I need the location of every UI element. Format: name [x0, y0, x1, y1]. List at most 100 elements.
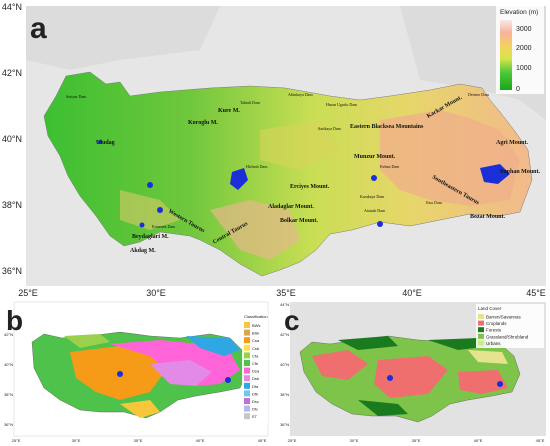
- lon-tick: 45°E: [536, 438, 545, 443]
- climate-legend-swatch: [244, 398, 250, 404]
- label-munzur: Munzur Mount.: [354, 154, 396, 160]
- label-ilisu: Ilisu Dam: [426, 200, 443, 205]
- panel-b-climate-map: b 42°N 40°N 38°N 36°N 25°E 30°E 35°E 40°…: [0, 300, 272, 446]
- elevation-colorbar: [500, 20, 512, 90]
- climate-legend-swatch: [244, 337, 250, 344]
- climate-legend-label: Dsa: [252, 369, 260, 374]
- label-tahtali: Tahtali Dam: [240, 100, 261, 105]
- label-keban: Keban Dam: [380, 164, 400, 169]
- landcover-legend-title: Land Cover: [478, 306, 502, 311]
- label-suphan: Suphan Mount.: [500, 169, 541, 175]
- climate-legend-title: Classification: [244, 314, 268, 319]
- climate-legend-swatch: [244, 413, 250, 420]
- lat-tick: 42°N: [2, 68, 22, 78]
- lon-tick: 40°E: [402, 288, 422, 298]
- lat-tick: 42°N: [4, 332, 13, 337]
- elevation-legend-tick: 0: [516, 86, 520, 93]
- elevation-legend-title: Elevation (m): [500, 9, 538, 16]
- landcover-legend-swatch: [478, 320, 484, 326]
- elevation-legend-tick: 3000: [516, 26, 532, 33]
- climate-legend-label: Dsb: [252, 376, 260, 381]
- landcover-legend-swatch: [478, 327, 484, 333]
- label-hirfanli: Hirfanli Dam: [246, 164, 268, 169]
- lake-tuz: [230, 168, 248, 190]
- climate-legend-swatch: [244, 329, 250, 336]
- label-sariyar: Sariyar Dam: [66, 94, 87, 99]
- label-ataturk: Ataturk Dam: [364, 208, 386, 213]
- lon-tick: 30°E: [146, 288, 166, 298]
- lat-tick: 40°N: [4, 362, 13, 367]
- panel-c-landcover-map: c 44°N 42°N 40°N 38°N 36°N 25°E 30°E 35°…: [278, 300, 550, 446]
- landcover-legend-label: Barren/Savannas: [486, 315, 522, 320]
- lon-tick: 35°E: [276, 288, 296, 298]
- landcover-legend-label: Croplands: [486, 321, 507, 326]
- climate-legend-label: Csb: [252, 346, 260, 351]
- lat-tick: 44°N: [280, 302, 289, 307]
- lat-tick: 38°N: [4, 392, 13, 397]
- lon-tick: 45°E: [526, 288, 546, 298]
- label-sarikaya: Sarikaya Dam: [318, 126, 342, 131]
- label-akdag: Akdag M.: [130, 248, 156, 254]
- lat-tick: 44°N: [2, 2, 22, 12]
- climate-legend-swatch: [244, 375, 250, 382]
- lat-tick: 36°N: [2, 266, 22, 276]
- label-karakaya: Karakaya Dam: [360, 194, 385, 199]
- label-uludag: Uludag: [96, 140, 115, 146]
- lon-tick: 25°E: [18, 288, 38, 298]
- lon-tick: 35°E: [412, 438, 421, 443]
- elevation-legend-tick: 2000: [516, 45, 532, 52]
- lat-tick: 42°N: [280, 332, 289, 337]
- climate-legend-swatch: [244, 360, 250, 366]
- panel-b-letter: b: [6, 305, 23, 336]
- lon-tick: 45°E: [258, 438, 267, 443]
- elevation-legend-tick: 1000: [516, 65, 532, 72]
- label-beydaglari: Beydaglari M.: [132, 234, 169, 240]
- panel-a-elevation-map: a 44°N 42°N 40°N 38°N 36°N 25°E 30°E 35°…: [1, 2, 546, 298]
- climate-legend-label: ET: [252, 414, 258, 419]
- label-bozat: Bozat Mount.: [470, 214, 505, 220]
- climate-legend-label: BSk: [252, 331, 259, 336]
- label-altinkaya: Altinkaya Dam: [288, 92, 313, 97]
- landcover-legend-swatch: [478, 333, 484, 339]
- lat-tick: 40°N: [280, 362, 289, 367]
- lon-tick: 30°E: [72, 438, 81, 443]
- lon-tick: 40°E: [474, 438, 483, 443]
- label-eastern-blacksea: Eastern Blacksea Mountains: [350, 124, 424, 130]
- climate-legend-swatch: [244, 344, 250, 351]
- lon-tick: 25°E: [12, 438, 21, 443]
- climate-legend-swatch: [244, 322, 250, 328]
- label-kure: Kure M.: [218, 108, 240, 114]
- lon-tick: 30°E: [350, 438, 359, 443]
- label-bolkar: Bolkar Mount.: [280, 218, 318, 224]
- lat-tick: 38°N: [280, 392, 289, 397]
- lat-tick: 40°N: [2, 134, 22, 144]
- climate-legend-label: Dfc: [252, 407, 258, 412]
- climate-legend-label: Dfb: [252, 391, 259, 396]
- panel-c-letter: c: [284, 305, 300, 336]
- climate-legend-label: Dfa: [252, 384, 259, 389]
- label-aladaglar: Aladaglar Mount.: [268, 204, 314, 210]
- landcover-legend-swatch: [478, 340, 484, 346]
- landcover-legend-label: Forests: [486, 328, 502, 333]
- label-koroglu: Koroglu M.: [188, 120, 218, 126]
- landcover-legend-label: Grassland/Shrubland: [486, 334, 529, 339]
- label-agri: Agri Mount.: [496, 140, 528, 146]
- landcover-legend-box: [476, 304, 544, 348]
- label-deriner: Deriner Dam: [468, 92, 490, 97]
- label-ermenek: Ermenek Dam: [152, 224, 176, 229]
- lat-tick: 36°N: [280, 422, 289, 427]
- lon-tick: 40°E: [196, 438, 205, 443]
- landcover-legend-swatch: [478, 314, 484, 319]
- panel-a-letter: a: [30, 12, 47, 45]
- lon-tick: 25°E: [288, 438, 297, 443]
- climate-legend-label: Csa: [252, 338, 260, 343]
- label-erciyes: Erciyes Mount.: [290, 184, 330, 190]
- climate-legend-swatch: [244, 352, 250, 359]
- climate-legend-label: BWk: [252, 323, 260, 328]
- lon-tick: 35°E: [134, 438, 143, 443]
- climate-legend-swatch: [244, 382, 250, 389]
- lake-van: [480, 164, 510, 184]
- climate-legend-swatch: [244, 390, 250, 397]
- climate-legend-label: Cfb: [252, 361, 259, 366]
